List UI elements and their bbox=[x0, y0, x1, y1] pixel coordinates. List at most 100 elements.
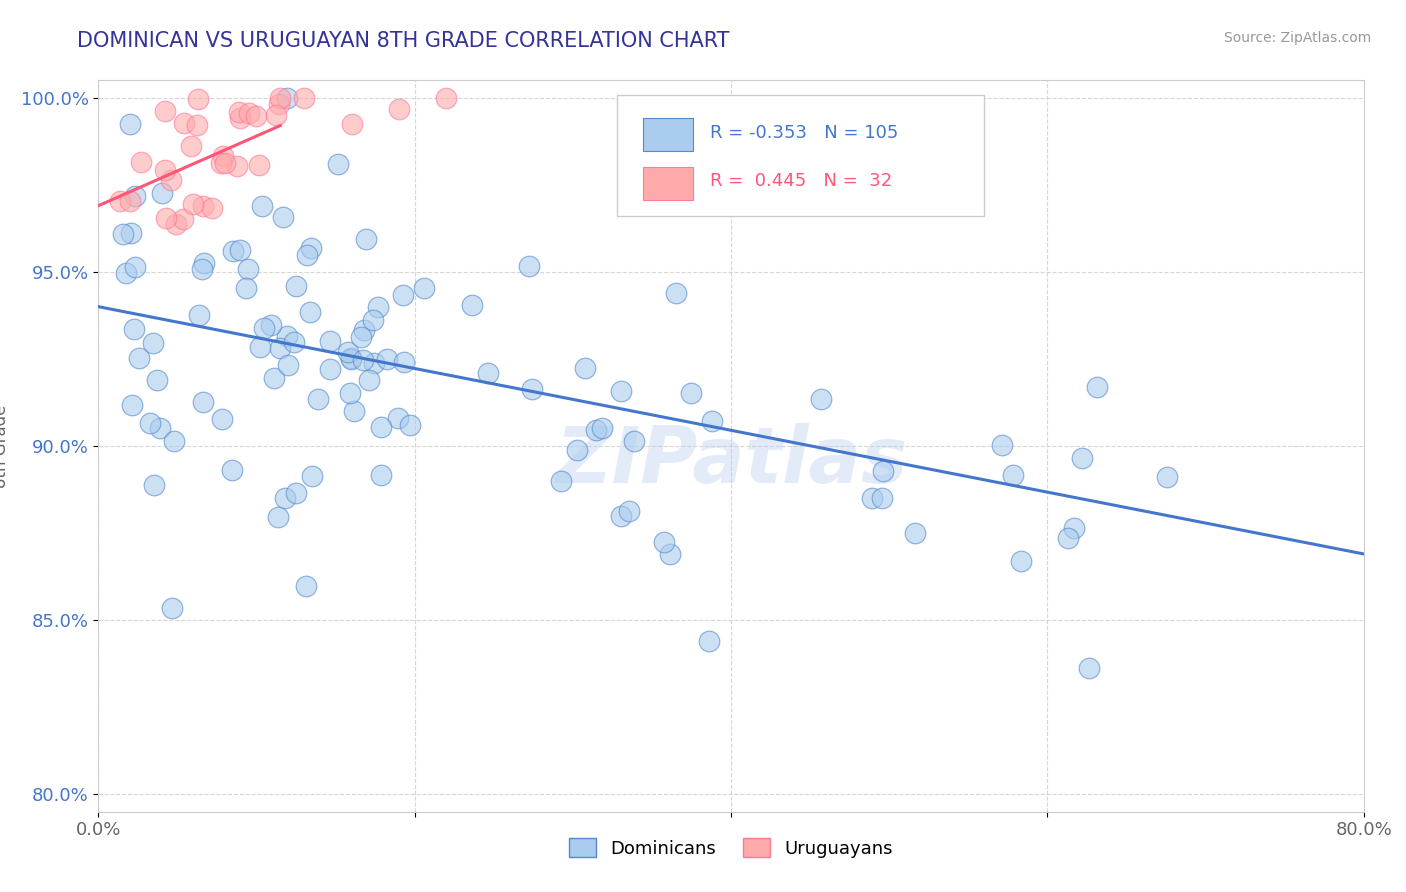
Point bbox=[343, 403, 366, 417]
Point bbox=[276, 328, 298, 343]
Point bbox=[191, 261, 214, 276]
Point bbox=[118, 194, 141, 209]
Point bbox=[121, 398, 143, 412]
Point bbox=[1057, 531, 1080, 545]
Point bbox=[115, 267, 138, 281]
Point bbox=[574, 360, 596, 375]
Point bbox=[307, 392, 329, 406]
Bar bbox=[643, 119, 693, 152]
Point bbox=[139, 417, 162, 431]
Point bbox=[226, 159, 249, 173]
Y-axis label: 8th Grade: 8th Grade bbox=[0, 404, 10, 488]
Point bbox=[277, 358, 299, 372]
Point bbox=[461, 298, 484, 312]
Point bbox=[326, 157, 349, 171]
Point bbox=[367, 300, 389, 314]
Point bbox=[235, 281, 257, 295]
Point bbox=[361, 312, 384, 326]
Point bbox=[617, 504, 640, 518]
Point bbox=[339, 386, 361, 401]
Point bbox=[1156, 470, 1178, 484]
Point bbox=[370, 419, 392, 434]
Point bbox=[120, 226, 142, 240]
Point bbox=[283, 335, 305, 350]
Point bbox=[339, 351, 361, 365]
Point bbox=[591, 420, 613, 434]
Point bbox=[904, 526, 927, 541]
Point bbox=[340, 351, 363, 366]
Point bbox=[180, 139, 202, 153]
Point bbox=[1070, 450, 1092, 465]
Point bbox=[245, 109, 267, 123]
Text: R =  0.445   N =  32: R = 0.445 N = 32 bbox=[710, 172, 891, 190]
Point bbox=[142, 336, 165, 351]
Point bbox=[357, 373, 380, 387]
Bar bbox=[643, 167, 693, 200]
Point bbox=[173, 116, 195, 130]
Point bbox=[319, 362, 342, 376]
FancyBboxPatch shape bbox=[617, 95, 984, 216]
Point bbox=[221, 462, 243, 476]
Point bbox=[187, 92, 209, 106]
Point bbox=[1063, 521, 1085, 535]
Point bbox=[253, 321, 276, 335]
Point bbox=[1010, 554, 1032, 568]
Point bbox=[212, 149, 235, 163]
Point bbox=[153, 103, 176, 118]
Point bbox=[659, 547, 682, 561]
Text: R = -0.353   N = 105: R = -0.353 N = 105 bbox=[710, 124, 898, 142]
Point bbox=[363, 355, 385, 369]
Point bbox=[392, 287, 415, 301]
Point bbox=[295, 579, 318, 593]
Point bbox=[186, 118, 208, 132]
Point bbox=[129, 154, 152, 169]
Point bbox=[193, 256, 215, 270]
Point bbox=[159, 172, 181, 186]
Point bbox=[269, 91, 291, 105]
Point bbox=[124, 189, 146, 203]
Point bbox=[124, 260, 146, 274]
Point bbox=[872, 463, 894, 477]
Point bbox=[271, 210, 294, 224]
Point bbox=[652, 535, 675, 549]
Point bbox=[122, 322, 145, 336]
Point bbox=[252, 199, 274, 213]
Point bbox=[353, 322, 375, 336]
Point bbox=[183, 197, 205, 211]
Point bbox=[143, 477, 166, 491]
Point bbox=[319, 334, 342, 348]
Point bbox=[284, 486, 307, 500]
Point bbox=[267, 510, 290, 524]
Point bbox=[681, 386, 703, 401]
Point bbox=[353, 352, 375, 367]
Point bbox=[165, 217, 187, 231]
Point bbox=[146, 373, 169, 387]
Point bbox=[149, 420, 172, 434]
Point bbox=[274, 491, 297, 506]
Point bbox=[565, 442, 588, 457]
Point bbox=[229, 243, 252, 257]
Point bbox=[340, 117, 363, 131]
Text: DOMINICAN VS URUGUAYAN 8TH GRADE CORRELATION CHART: DOMINICAN VS URUGUAYAN 8TH GRADE CORRELA… bbox=[77, 31, 730, 51]
Point bbox=[191, 198, 214, 212]
Point bbox=[354, 232, 377, 246]
Point bbox=[388, 102, 411, 116]
Point bbox=[517, 259, 540, 273]
Point bbox=[172, 211, 194, 226]
Point bbox=[214, 156, 236, 170]
Point bbox=[188, 308, 211, 322]
Point bbox=[263, 371, 285, 385]
Point bbox=[1085, 380, 1108, 394]
Point bbox=[118, 117, 141, 131]
Point bbox=[336, 344, 359, 359]
Point bbox=[610, 508, 633, 523]
Point bbox=[392, 354, 415, 368]
Point bbox=[810, 392, 832, 407]
Point bbox=[155, 211, 177, 225]
Point bbox=[350, 329, 373, 343]
Legend: Dominicans, Uruguayans: Dominicans, Uruguayans bbox=[562, 830, 900, 865]
Point bbox=[872, 491, 894, 506]
Point bbox=[191, 395, 214, 409]
Point bbox=[150, 186, 173, 200]
Point bbox=[990, 437, 1012, 451]
